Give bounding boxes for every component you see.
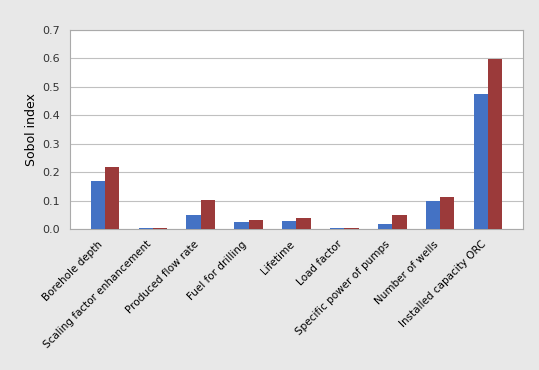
Bar [234, 222, 248, 229]
Bar [330, 228, 344, 229]
Bar [344, 228, 358, 229]
Bar [153, 228, 167, 229]
Bar [139, 228, 153, 229]
Bar [201, 200, 215, 229]
Bar [186, 215, 201, 229]
Bar [91, 181, 105, 229]
Bar [105, 166, 119, 229]
Y-axis label: Sobol index: Sobol index [25, 93, 38, 166]
Bar [296, 218, 311, 229]
Bar [474, 94, 488, 229]
Bar [392, 215, 406, 229]
Bar [248, 220, 263, 229]
Bar [378, 224, 392, 229]
Bar [488, 59, 502, 229]
Bar [282, 221, 296, 229]
Bar [426, 201, 440, 229]
Bar [440, 197, 454, 229]
